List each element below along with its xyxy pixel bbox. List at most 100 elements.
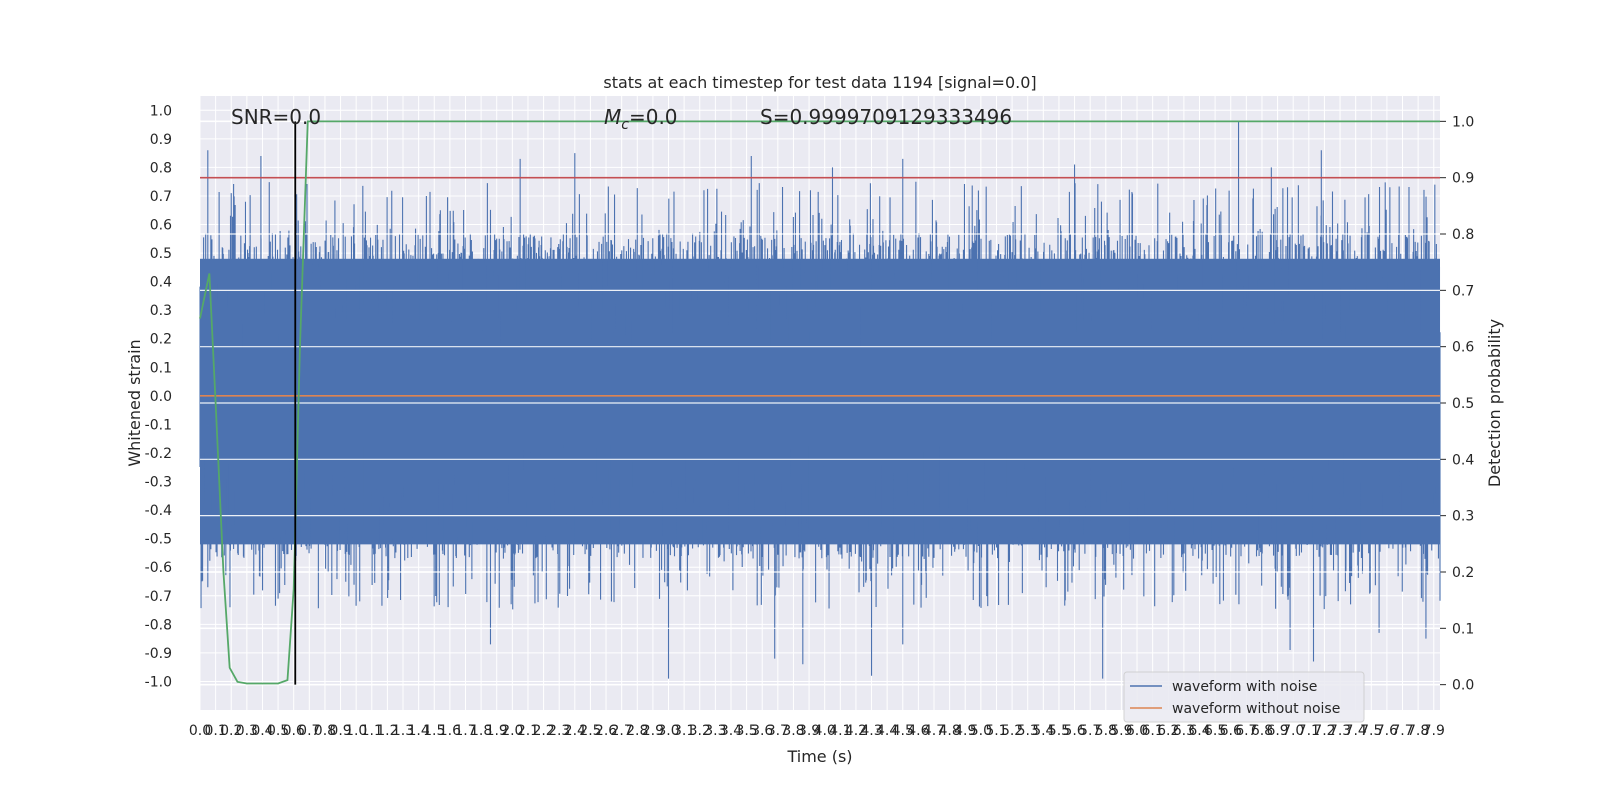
x-tick-label: 0.1 [204, 723, 226, 739]
x-tick-label: 7.4 [1345, 723, 1367, 739]
x-tick-label: 5.7 [1079, 723, 1101, 739]
x-tick-label: 3.5 [735, 723, 757, 739]
x-tick-label: 0.7 [298, 723, 320, 739]
x-tick-label: 6.2 [1157, 723, 1179, 739]
chirp-mass-annotation: Mc=0.0 [604, 105, 678, 133]
x-tick-label: 0.9 [329, 723, 351, 739]
y2-tick-label: 0.1 [1452, 621, 1474, 637]
x-tick-label: 3.9 [798, 723, 820, 739]
y-tick-label: -1.0 [145, 674, 172, 690]
x-tick-label: 2.2 [532, 723, 554, 739]
snr-annotation: SNR=0.0 [231, 105, 321, 129]
y2-tick-label: 0.2 [1452, 565, 1474, 581]
x-tick-label: 5.4 [1032, 723, 1054, 739]
x-tick-label: 2.5 [579, 723, 601, 739]
x-tick-label: 7.3 [1329, 723, 1351, 739]
x-tick-label: 6.4 [1188, 723, 1210, 739]
x-tick-label: 2.8 [626, 723, 648, 739]
y2-tick-label: 0.4 [1452, 452, 1474, 468]
x-tick-label: 4.4 [876, 723, 898, 739]
x-tick-label: 7.1 [1298, 723, 1320, 739]
y-tick-label: 0.9 [150, 132, 172, 148]
y-tick-label: 0.8 [150, 160, 172, 176]
y2-tick-label: 0.7 [1452, 283, 1474, 299]
x-tick-label: 5.8 [1095, 723, 1117, 739]
x-tick-label: 2.0 [501, 723, 523, 739]
x-tick-label: 4.0 [814, 723, 836, 739]
x-tick-label: 3.7 [767, 723, 789, 739]
x-tick-label: 6.6 [1220, 723, 1242, 739]
x-tick-label: 6.9 [1266, 723, 1288, 739]
legend-label-clean: waveform without noise [1172, 701, 1340, 717]
x-tick-label: 7.5 [1360, 723, 1382, 739]
x-tick-label: 1.3 [392, 723, 414, 739]
x-tick-label: 1.6 [439, 723, 461, 739]
y2-tick-label: 0.8 [1452, 227, 1474, 243]
x-axis-label: Time (s) [786, 747, 852, 766]
y-tick-label: 0.1 [150, 360, 172, 376]
y-tick-label: 1.0 [150, 103, 172, 119]
y-tick-label: -0.5 [145, 532, 172, 548]
legend-box [1123, 671, 1365, 723]
x-tick-label: 5.1 [985, 723, 1007, 739]
x-tick-label: 4.6 [907, 723, 929, 739]
y-tick-label: -0.8 [145, 617, 172, 633]
y2-axis-label: Detection probability [1485, 319, 1504, 487]
y-tick-label: -0.4 [145, 503, 172, 519]
x-tick-label: 3.3 [704, 723, 726, 739]
x-tick-label: 5.9 [1110, 723, 1132, 739]
x-tick-label: 3.0 [657, 723, 679, 739]
x-tick-label: 1.2 [376, 723, 398, 739]
score-annotation: S=0.9999709129333496 [760, 105, 1012, 129]
x-tick-label: 6.0 [1126, 723, 1148, 739]
x-tick-label: 6.8 [1251, 723, 1273, 739]
x-tick-label: 6.7 [1235, 723, 1257, 739]
chirp-mass-value: =0.0 [629, 105, 678, 129]
y2-tick-label: 0.3 [1452, 509, 1474, 525]
x-tick-label: 3.1 [673, 723, 695, 739]
x-tick-label: 4.9 [954, 723, 976, 739]
y-tick-label: -0.2 [145, 446, 172, 462]
y2-tick-label: 1.0 [1452, 114, 1474, 130]
x-tick-label: 2.1 [517, 723, 539, 739]
x-tick-label: 5.6 [1063, 723, 1085, 739]
x-tick-label: 3.6 [751, 723, 773, 739]
x-tick-label: 3.2 [689, 723, 711, 739]
y-tick-label: -0.7 [145, 589, 172, 605]
x-tick-label: 5.0 [970, 723, 992, 739]
x-tick-label: 4.7 [923, 723, 945, 739]
y-tick-label: 0.7 [150, 189, 172, 205]
x-tick-label: 7.2 [1313, 723, 1335, 739]
legend: waveform with noise waveform without noi… [1123, 671, 1365, 723]
y2-tick-label: 0.9 [1452, 171, 1474, 187]
x-tick-label: 4.3 [860, 723, 882, 739]
y-tick-label: 0.0 [150, 389, 172, 405]
x-tick-label: 4.8 [938, 723, 960, 739]
y-tick-label: -0.3 [145, 475, 172, 491]
x-tick-label: 2.7 [611, 723, 633, 739]
detection-probability-line [199, 120, 1440, 685]
x-tick-label: 4.5 [892, 723, 914, 739]
y-tick-label: -0.1 [145, 417, 172, 433]
x-tick-label: 0.0 [189, 723, 211, 739]
legend-label-noise: waveform with noise [1172, 679, 1317, 695]
x-tick-label: 0.2 [220, 723, 242, 739]
chirp-mass-subscript: c [621, 117, 629, 133]
x-tick-label: 3.8 [782, 723, 804, 739]
noise-waveform-layer [199, 120, 1441, 686]
x-tick-label: 2.4 [564, 723, 586, 739]
x-tick-label: 0.8 [314, 723, 336, 739]
x-tick-label: 1.1 [361, 723, 383, 739]
x-tick-label: 4.2 [845, 723, 867, 739]
x-tick-label: 6.5 [1204, 723, 1226, 739]
y2-tick-label: 0.0 [1452, 678, 1474, 694]
x-tick-label: 1.0 [345, 723, 367, 739]
y2-tick-label: 0.6 [1452, 340, 1474, 356]
x-tick-label: 0.6 [283, 723, 305, 739]
x-tick-label: 5.3 [1017, 723, 1039, 739]
x-tick-labels: 0.00.10.20.30.40.50.60.70.80.91.01.11.21… [189, 723, 1445, 739]
y2-tick-labels: 1.0 0.9 0.8 0.7 0.6 0.5 0.4 0.3 0.2 0.1 0.0 [1452, 114, 1474, 693]
x-tick-label: 4.1 [829, 723, 851, 739]
x-tick-label: 3.4 [720, 723, 742, 739]
